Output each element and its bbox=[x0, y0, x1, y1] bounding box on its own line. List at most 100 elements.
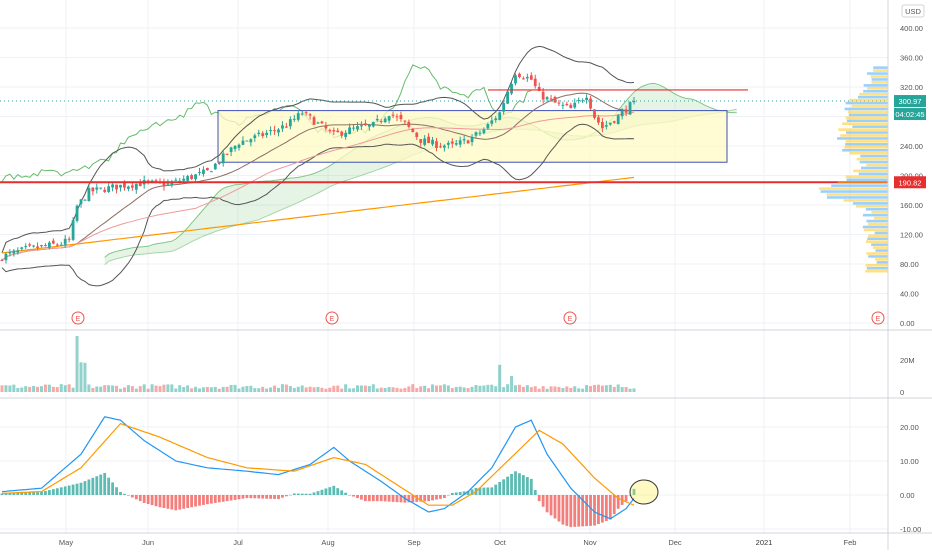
volume-bar bbox=[4, 385, 8, 392]
candle-body bbox=[269, 130, 272, 132]
candle-body bbox=[51, 240, 55, 244]
macd-histogram-bar bbox=[486, 487, 490, 495]
candle-body bbox=[486, 124, 490, 129]
macd-histogram-bar bbox=[249, 495, 253, 499]
bollinger-basis bbox=[1, 92, 634, 261]
price-tick-label: 320.00 bbox=[900, 83, 923, 92]
macd-histogram-bar bbox=[103, 472, 107, 495]
candle-body bbox=[83, 199, 87, 201]
macd-histogram-bar bbox=[154, 495, 158, 507]
candle-body bbox=[537, 87, 541, 91]
macd-tick-label: 0.00 bbox=[900, 491, 915, 500]
volume-bar bbox=[340, 388, 344, 392]
volume-bar bbox=[517, 384, 521, 392]
volume-bar bbox=[209, 387, 213, 392]
volume-bar bbox=[620, 387, 624, 392]
volume-bar bbox=[585, 385, 589, 392]
volume-profile-bar bbox=[870, 75, 888, 78]
candle-body bbox=[439, 146, 442, 148]
volume-profile-bar bbox=[872, 246, 888, 249]
candle-body bbox=[213, 163, 217, 170]
volume-bar bbox=[292, 388, 296, 392]
volume-bar bbox=[162, 384, 166, 392]
earnings-marker[interactable] bbox=[325, 311, 339, 325]
volume-profile-bar bbox=[837, 181, 888, 184]
macd-histogram-bar bbox=[593, 495, 596, 526]
volume-bar bbox=[87, 384, 91, 392]
volume-profile-bar bbox=[820, 190, 888, 193]
macd-histogram-bar bbox=[198, 495, 201, 506]
macd-tick-label: 10.00 bbox=[900, 457, 919, 466]
macd-histogram-bar bbox=[217, 495, 221, 503]
candle-body bbox=[608, 122, 612, 125]
volume-bar bbox=[245, 386, 249, 392]
candle-body bbox=[348, 127, 351, 135]
candle-body bbox=[478, 132, 482, 134]
volume-bar bbox=[474, 385, 478, 392]
macd-histogram-bar bbox=[288, 494, 292, 496]
candle-body bbox=[593, 109, 596, 118]
volume-bar bbox=[95, 386, 99, 392]
candle-body bbox=[107, 186, 111, 192]
earnings-marker[interactable] bbox=[871, 311, 885, 325]
candle-body bbox=[225, 153, 229, 155]
macd-histogram-bar bbox=[20, 492, 24, 495]
macd-histogram-bar bbox=[577, 495, 581, 527]
candle-body bbox=[288, 119, 292, 127]
candle-body bbox=[312, 117, 316, 125]
candle-body bbox=[119, 184, 122, 188]
candle-body bbox=[134, 183, 138, 190]
candle-body bbox=[352, 127, 355, 129]
earnings-marker[interactable] bbox=[563, 311, 577, 325]
candle-body bbox=[624, 109, 628, 113]
macd-histogram-bar bbox=[510, 473, 513, 495]
macd-histogram-bar bbox=[111, 482, 114, 495]
currency-badge[interactable] bbox=[901, 4, 925, 18]
candle-body bbox=[249, 139, 253, 143]
volume-bar bbox=[514, 385, 517, 392]
volume-bar bbox=[435, 385, 438, 392]
candle-body bbox=[577, 99, 581, 101]
macd-histogram-bar bbox=[589, 495, 592, 526]
volume-bar bbox=[545, 388, 549, 392]
volume-profile-bar bbox=[862, 213, 888, 217]
macd-histogram-bar bbox=[79, 482, 83, 495]
highlight-ellipse[interactable] bbox=[629, 479, 659, 505]
countdown-label: 04:02:45 bbox=[895, 110, 924, 119]
volume-bar bbox=[395, 387, 399, 392]
volume-bar bbox=[182, 387, 186, 392]
candle-body bbox=[502, 102, 506, 112]
macd-histogram-bar bbox=[545, 495, 549, 513]
macd-histogram-bar bbox=[561, 495, 565, 525]
volume-bar bbox=[190, 388, 194, 392]
volume-profile-bar bbox=[868, 222, 888, 226]
macd-histogram-bar bbox=[225, 495, 229, 502]
macd-histogram-bar bbox=[277, 495, 280, 500]
volume-bar bbox=[154, 385, 158, 392]
macd-histogram-bar bbox=[202, 495, 205, 505]
volume-tick-label: 20M bbox=[900, 356, 915, 365]
macd-tick-label: -10.00 bbox=[900, 525, 921, 534]
volume-bar bbox=[320, 387, 324, 392]
volume-bar bbox=[241, 386, 245, 392]
volume-bar bbox=[40, 386, 43, 392]
volume-bar bbox=[431, 384, 435, 392]
macd-histogram-bar bbox=[146, 495, 150, 505]
candle-body bbox=[446, 142, 450, 145]
candle-body bbox=[138, 183, 142, 187]
earnings-marker[interactable] bbox=[71, 311, 85, 325]
macd-histogram-bar bbox=[123, 493, 126, 495]
macd-histogram-bar bbox=[24, 492, 28, 495]
volume-bar bbox=[352, 388, 356, 392]
macd-histogram-bar bbox=[348, 495, 351, 496]
macd-histogram-bar bbox=[466, 490, 470, 495]
candle-body bbox=[427, 136, 430, 144]
macd-histogram-bar bbox=[312, 492, 316, 495]
volume-bar bbox=[304, 387, 308, 392]
price-tick-label: 160.00 bbox=[900, 201, 923, 210]
volume-bar bbox=[265, 388, 269, 392]
volume-bar bbox=[438, 385, 442, 392]
candle-body bbox=[431, 139, 434, 145]
